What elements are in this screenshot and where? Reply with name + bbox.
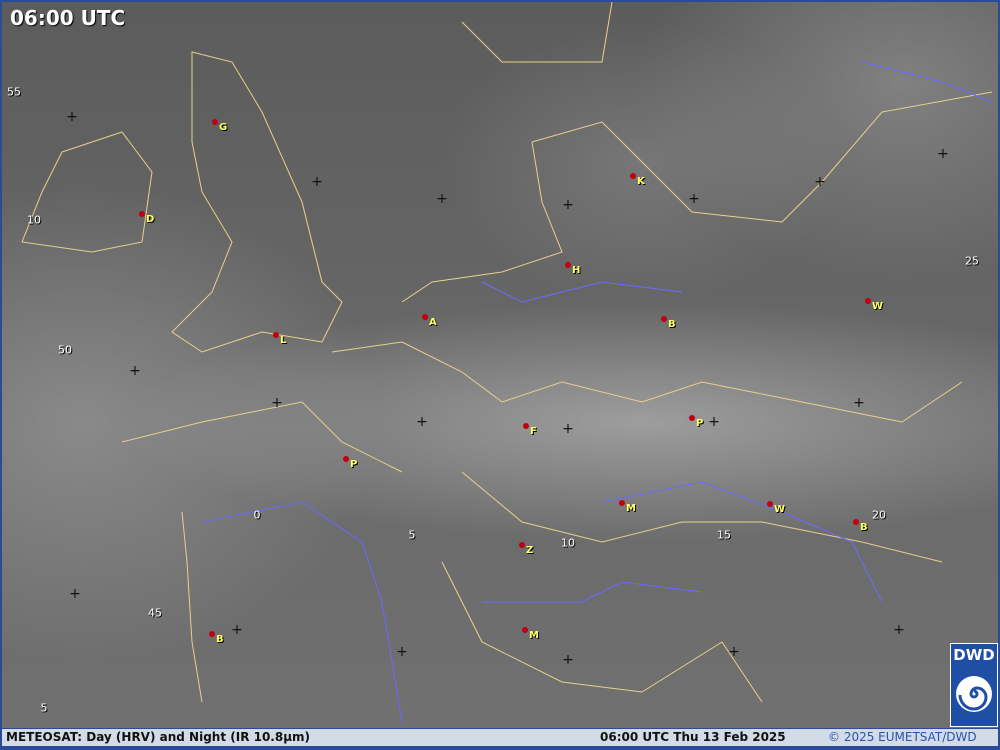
city-label: Z [526,545,534,556]
city-label: W [872,301,884,312]
city-label: B [860,522,868,533]
city-dot [209,631,215,637]
grid-label: 5 [40,701,48,715]
grid-cross: + [396,644,408,660]
satellite-map: 06:00 UTC 55 10 50 25 0 5 10 15 20 45 5 + + + + + + + + + +… [2,2,998,728]
grid-cross: + [814,174,826,190]
grid-cross: + [231,622,243,638]
logo-text: DWD [953,646,995,664]
grid-cross: + [129,363,141,379]
city-dot [422,314,428,320]
city-label: L [280,335,287,346]
city-dot [865,298,871,304]
grid-cross: + [69,586,81,602]
city-label: A [429,317,437,328]
city-label: B [668,319,676,330]
grid-cross: + [416,414,428,430]
product-label: METEOSAT: Day (HRV) and Night (IR 10.8µm… [6,730,311,744]
grid-cross: + [271,395,283,411]
grid-label: 15 [717,528,731,542]
datetime-label: 06:00 UTC Thu 13 Feb 2025 [600,730,786,744]
city-label: B [216,634,224,645]
grid-label: 10 [27,213,41,227]
city-label: M [626,503,636,514]
grid-cross: + [708,414,720,430]
grid-cross: + [728,644,740,660]
city-dot [343,456,349,462]
city-dot [139,211,145,217]
city-dot [767,501,773,507]
dwd-logo: DWD [950,643,998,727]
city-dot [853,519,859,525]
city-label: F [530,426,537,437]
grid-label: 50 [58,343,72,357]
grid-label: 25 [965,254,979,268]
grid-cross: + [688,191,700,207]
time-title: 06:00 UTC [10,6,126,30]
city-label: P [696,418,704,429]
city-dot [689,415,695,421]
city-dot [212,119,218,125]
grid-label: 55 [7,85,21,99]
city-label: W [774,504,786,515]
grid-label: 5 [408,528,416,542]
grid-cross: + [562,421,574,437]
city-dot [630,173,636,179]
grid-cross: + [436,191,448,207]
footer-bar: METEOSAT: Day (HRV) and Night (IR 10.8µm… [2,729,998,746]
grid-label: 10 [561,536,575,550]
city-label: D [146,214,155,225]
city-dot [619,500,625,506]
dwd-spiral-icon [956,676,992,712]
grid-cross: + [562,197,574,213]
city-label: P [350,459,358,470]
grid-label: 45 [148,606,162,620]
city-dot [661,316,667,322]
grid-cross: + [937,146,949,162]
city-dot [523,423,529,429]
city-label: G [219,122,228,133]
city-dot [522,627,528,633]
city-label: K [637,176,645,187]
city-label: H [572,265,581,276]
grid-cross: + [562,652,574,668]
copyright-label: © 2025 EUMETSAT/DWD [828,730,977,744]
grid-cross: + [893,622,905,638]
grid-cross: + [311,174,323,190]
grid-label: 20 [872,508,886,522]
city-dot [273,332,279,338]
city-dot [519,542,525,548]
grid-cross: + [66,109,78,125]
city-dot [565,262,571,268]
grid-cross: + [853,395,865,411]
city-label: M [529,630,539,641]
grid-label: 0 [253,508,261,522]
coastlines [21,2,993,723]
